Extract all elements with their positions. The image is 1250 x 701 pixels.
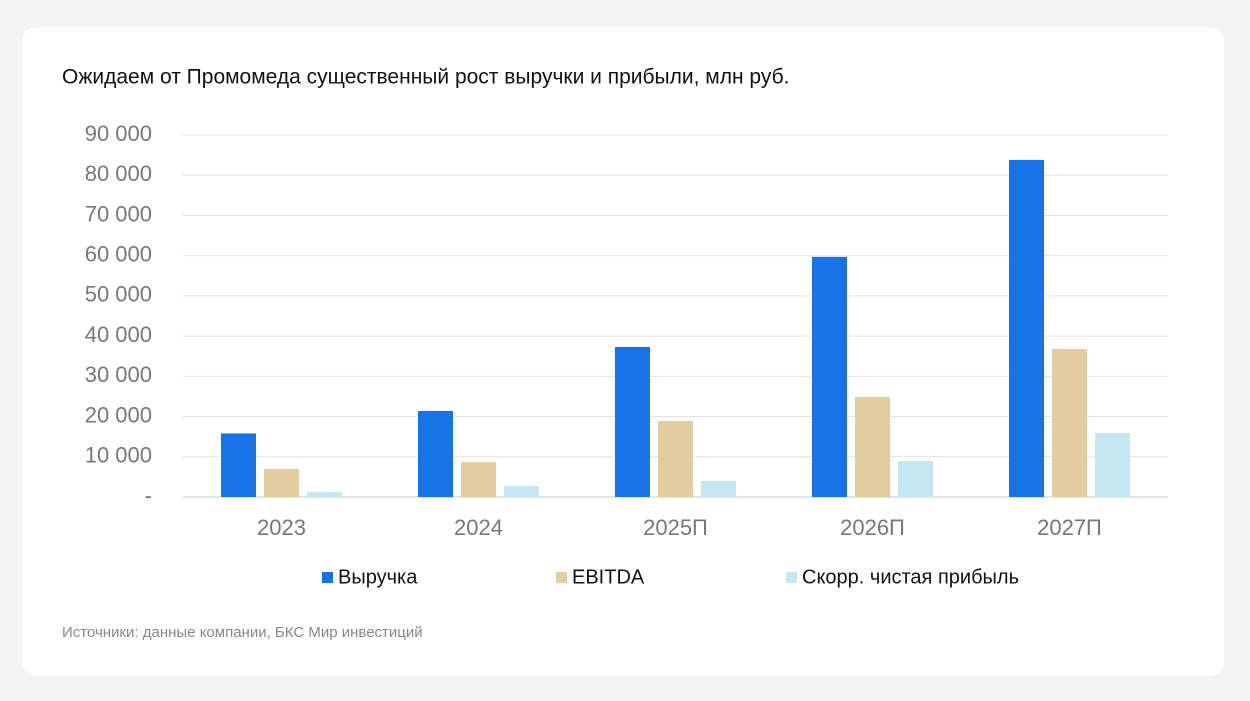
legend-label: EBITDA (572, 566, 645, 588)
y-tick-label: 10 000 (85, 443, 152, 468)
y-tick-label: 60 000 (85, 241, 152, 266)
bar (701, 480, 736, 497)
x-tick-label: 2025П (643, 515, 708, 540)
x-tick-label: 2027П (1037, 515, 1102, 540)
legend-label: Выручка (338, 566, 418, 588)
bar (615, 346, 650, 497)
source-note: Источники: данные компании, БКС Мир инве… (62, 624, 423, 641)
bar (1009, 159, 1044, 497)
bar (855, 396, 890, 497)
y-tick-label: 70 000 (85, 201, 152, 226)
bar (307, 491, 342, 497)
x-tick-label: 2024 (454, 515, 503, 540)
bar (418, 410, 453, 497)
y-tick-label: - (145, 483, 152, 508)
bar (812, 256, 847, 497)
y-tick-label: 20 000 (85, 402, 152, 427)
bar (658, 420, 693, 497)
legend-label: Скорр. чистая прибыль (802, 566, 1019, 588)
bar (264, 468, 299, 497)
legend-swatch (556, 572, 567, 583)
chart-title: Ожидаем от Промомеда существенный рост в… (62, 66, 789, 89)
legend-swatch (786, 572, 797, 583)
y-tick-label: 50 000 (85, 282, 152, 307)
x-tick-label: 2023 (257, 515, 306, 540)
y-tick-label: 40 000 (85, 322, 152, 347)
bar (1095, 433, 1130, 497)
bar (898, 461, 933, 497)
bar (504, 486, 539, 497)
x-tick-label: 2026П (840, 515, 905, 540)
y-tick-label: 30 000 (85, 362, 152, 387)
y-tick-label: 90 000 (85, 121, 152, 146)
bar (221, 433, 256, 497)
legend-swatch (322, 572, 333, 583)
y-tick-label: 80 000 (85, 161, 152, 186)
bar (461, 462, 496, 497)
bar (1052, 348, 1087, 497)
